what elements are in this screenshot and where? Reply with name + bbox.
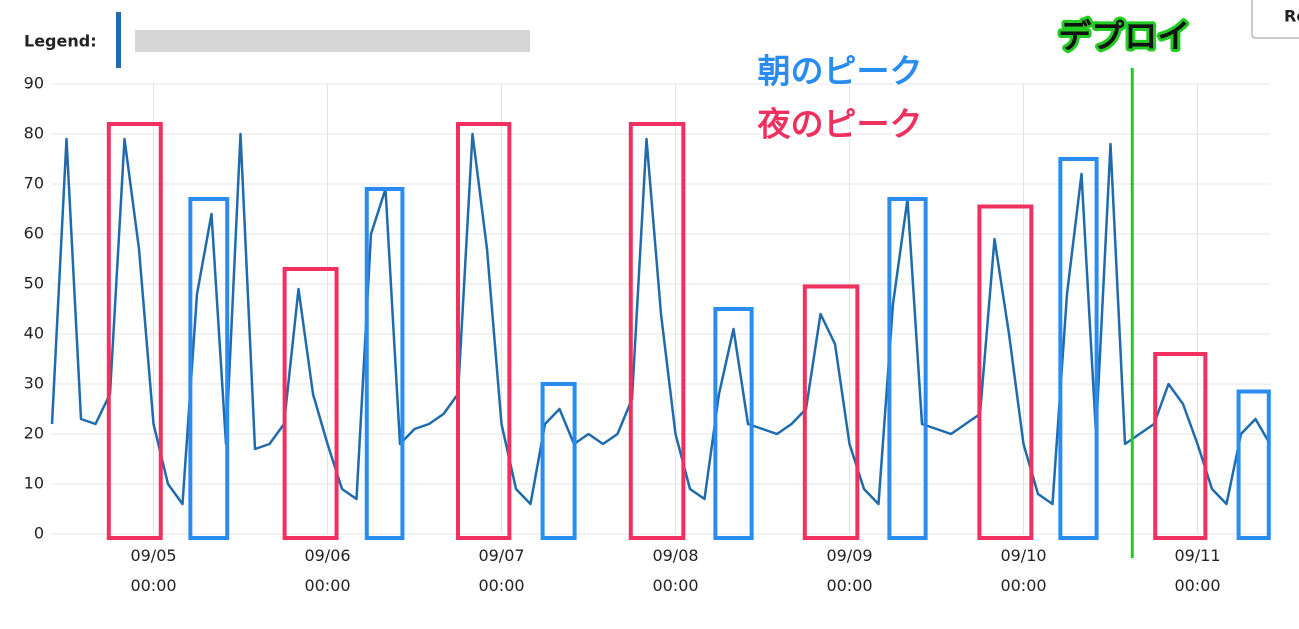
highlight-box bbox=[1058, 157, 1099, 540]
x-tick-label: 09/11 00:00 bbox=[1174, 546, 1220, 595]
y-tick-label: 10 bbox=[24, 474, 44, 493]
y-tick-label: 40 bbox=[24, 324, 44, 343]
highlight-box bbox=[456, 122, 512, 540]
highlight-box bbox=[282, 267, 339, 540]
legend-swatch bbox=[116, 12, 121, 68]
highlight-box bbox=[540, 382, 577, 540]
y-tick-label: 70 bbox=[24, 174, 44, 193]
button[interactable] bbox=[1251, 0, 1299, 39]
highlight-box bbox=[713, 307, 754, 540]
button-label[interactable]: Re bbox=[1284, 7, 1299, 26]
highlight-box bbox=[977, 204, 1034, 540]
x-tick-label: 09/09 00:00 bbox=[826, 546, 872, 595]
series-line bbox=[50, 132, 1272, 506]
highlight-box bbox=[887, 197, 928, 540]
legend-blurred-name bbox=[135, 30, 530, 52]
annotation: 朝のピーク bbox=[758, 52, 923, 91]
legend-label: Legend: bbox=[24, 32, 97, 51]
y-tick-label: 90 bbox=[24, 74, 44, 93]
highlight-box bbox=[628, 122, 686, 540]
x-tick-label: 09/08 00:00 bbox=[652, 546, 698, 595]
y-tick-label: 60 bbox=[24, 224, 44, 243]
x-tick-label: 09/10 00:00 bbox=[1000, 546, 1046, 595]
highlight-box bbox=[188, 197, 230, 540]
highlight-box bbox=[1153, 352, 1208, 540]
annotation: 夜のピーク bbox=[757, 105, 923, 144]
y-tick-label: 0 bbox=[34, 524, 44, 543]
y-tick-label: 20 bbox=[24, 424, 44, 443]
highlight-box bbox=[364, 187, 405, 540]
x-tick-label: 09/06 00:00 bbox=[304, 546, 350, 595]
y-tick-label: 80 bbox=[24, 124, 44, 143]
highlight-box bbox=[106, 122, 163, 540]
x-tick-label: 09/07 00:00 bbox=[478, 546, 524, 595]
y-tick-label: 30 bbox=[24, 374, 44, 393]
highlight-box bbox=[802, 284, 860, 540]
highlight-box bbox=[1236, 389, 1271, 540]
y-tick-label: 50 bbox=[24, 274, 44, 293]
annotation: デプロイ bbox=[1058, 17, 1190, 56]
x-tick-label: 09/05 00:00 bbox=[130, 546, 176, 595]
